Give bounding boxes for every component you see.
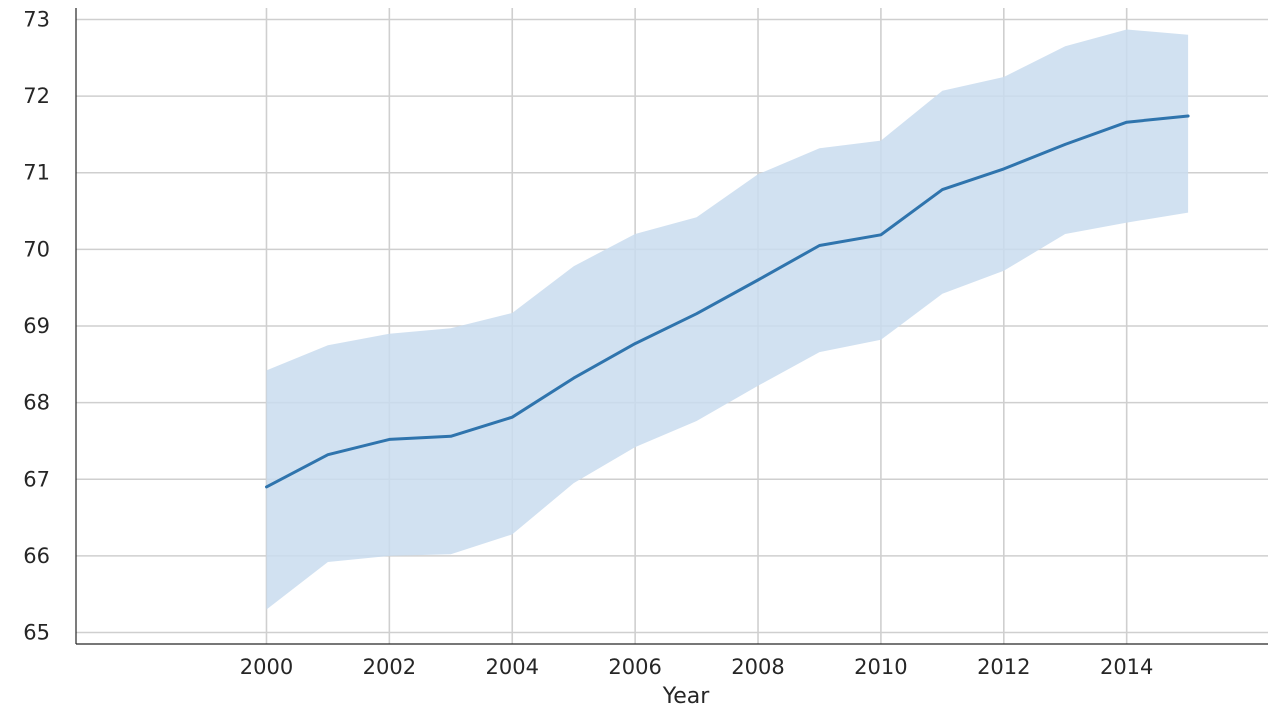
x-tick-label-2002: 2002 xyxy=(363,655,416,679)
y-tick-label-65: 65 xyxy=(23,621,50,645)
x-tick-label-2004: 2004 xyxy=(486,655,539,679)
confidence-bands xyxy=(267,30,1189,610)
y-tick-label-66: 66 xyxy=(23,544,50,568)
y-tick-label-71: 71 xyxy=(23,161,50,185)
x-tick-label-2014: 2014 xyxy=(1100,655,1153,679)
x-tick-label-2012: 2012 xyxy=(977,655,1030,679)
x-tick-label-2000: 2000 xyxy=(240,655,293,679)
y-tick-label-70: 70 xyxy=(23,237,50,261)
x-tick-label-2010: 2010 xyxy=(854,655,907,679)
y-tick-label-68: 68 xyxy=(23,391,50,415)
confidence-band-0 xyxy=(267,30,1189,610)
x-tick-label-2008: 2008 xyxy=(731,655,784,679)
x-tick-label-2006: 2006 xyxy=(608,655,661,679)
y-tick-labels: 65 66 67 68 69 70 71 72 73 xyxy=(23,7,50,644)
y-tick-label-67: 67 xyxy=(23,467,50,491)
x-axis-label: Year xyxy=(662,684,711,709)
x-tick-labels: 2000 2002 2004 2006 2008 2010 2012 2014 xyxy=(240,655,1154,679)
y-tick-label-72: 72 xyxy=(23,84,50,108)
y-tick-label-69: 69 xyxy=(23,314,50,338)
y-tick-label-73: 73 xyxy=(23,7,50,31)
